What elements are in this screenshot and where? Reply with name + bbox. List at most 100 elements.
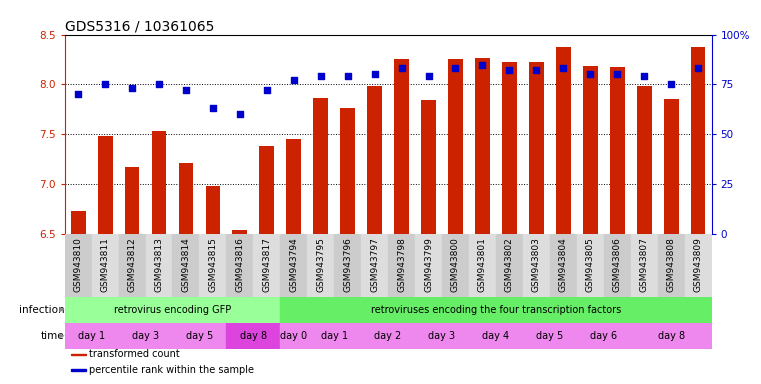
Bar	[577, 323, 631, 349]
Text: day 6: day 6	[591, 331, 617, 341]
Bar	[65, 234, 91, 296]
Point	[314, 73, 326, 79]
Bar	[205, 186, 221, 234]
Text: GSM943802: GSM943802	[505, 237, 514, 292]
Bar	[286, 139, 301, 234]
Point	[261, 88, 273, 94]
Bar	[280, 296, 712, 323]
Bar	[119, 323, 173, 349]
Text: day 3: day 3	[428, 331, 456, 341]
Text: day 1: day 1	[320, 331, 348, 341]
Bar	[469, 323, 523, 349]
Text: day 0: day 0	[280, 331, 307, 341]
Bar	[529, 61, 544, 234]
Bar	[119, 234, 145, 296]
Bar	[523, 323, 577, 349]
Text: GSM943812: GSM943812	[128, 237, 136, 292]
Text: GSM943800: GSM943800	[451, 237, 460, 292]
Bar	[631, 323, 712, 349]
Bar	[173, 323, 227, 349]
Bar	[475, 58, 490, 234]
Text: GSM943795: GSM943795	[317, 237, 325, 292]
Bar	[496, 234, 523, 296]
Text: day 2: day 2	[374, 331, 402, 341]
Text: retroviruses encoding the four transcription factors: retroviruses encoding the four transcrip…	[371, 305, 621, 314]
Text: day 1: day 1	[78, 331, 105, 341]
Bar	[603, 234, 631, 296]
Point	[72, 91, 84, 98]
Bar	[442, 234, 469, 296]
Bar	[388, 234, 415, 296]
Text: day 5: day 5	[186, 331, 213, 341]
Bar	[685, 234, 712, 296]
Text: GSM943801: GSM943801	[478, 237, 487, 292]
Point	[288, 78, 300, 84]
Point	[692, 65, 704, 71]
Text: GSM943817: GSM943817	[263, 237, 272, 292]
Bar	[253, 234, 280, 296]
Text: GSM943811: GSM943811	[100, 237, 110, 292]
Bar	[394, 58, 409, 234]
Bar	[280, 234, 307, 296]
Bar	[72, 369, 86, 371]
Text: transformed count: transformed count	[88, 349, 180, 359]
Text: GSM943798: GSM943798	[397, 237, 406, 292]
Text: GSM943813: GSM943813	[154, 237, 164, 292]
Bar	[65, 323, 119, 349]
Point	[368, 71, 380, 78]
Text: GSM943805: GSM943805	[586, 237, 595, 292]
Text: day 4: day 4	[482, 331, 509, 341]
Point	[396, 65, 408, 71]
Bar	[307, 234, 334, 296]
Bar	[145, 234, 173, 296]
Bar	[227, 234, 253, 296]
Point	[611, 71, 623, 78]
Bar	[502, 61, 517, 234]
Bar	[179, 163, 193, 234]
Text: GSM943808: GSM943808	[667, 237, 676, 292]
Point	[342, 73, 354, 79]
Text: time: time	[40, 331, 64, 341]
Text: day 8: day 8	[658, 331, 685, 341]
Bar	[340, 108, 355, 234]
Text: retrovirus encoding GFP: retrovirus encoding GFP	[114, 305, 231, 314]
Point	[234, 111, 246, 118]
Bar	[631, 234, 658, 296]
Bar	[448, 58, 463, 234]
Bar	[658, 234, 685, 296]
Text: GSM943799: GSM943799	[424, 237, 433, 292]
Bar	[361, 323, 415, 349]
Text: GSM943803: GSM943803	[532, 237, 541, 292]
Bar	[691, 46, 705, 234]
Point	[584, 71, 597, 78]
Text: infection: infection	[18, 305, 64, 314]
Bar	[523, 234, 550, 296]
Bar	[72, 354, 86, 355]
Bar	[577, 234, 603, 296]
Bar	[307, 323, 361, 349]
Bar	[173, 234, 199, 296]
Text: GSM943804: GSM943804	[559, 237, 568, 292]
Text: GSM943815: GSM943815	[209, 237, 218, 292]
Text: GSM943806: GSM943806	[613, 237, 622, 292]
Text: GSM943797: GSM943797	[370, 237, 379, 292]
Bar	[550, 234, 577, 296]
Bar	[151, 131, 167, 234]
Text: GDS5316 / 10361065: GDS5316 / 10361065	[65, 20, 214, 33]
Bar	[125, 167, 139, 234]
Text: day 5: day 5	[537, 331, 563, 341]
Bar	[421, 101, 436, 234]
Point	[126, 85, 139, 91]
Text: GSM943796: GSM943796	[343, 237, 352, 292]
Bar	[415, 323, 469, 349]
Point	[503, 68, 515, 74]
Bar	[227, 323, 280, 349]
Bar	[199, 234, 227, 296]
Text: day 8: day 8	[240, 331, 267, 341]
Point	[638, 73, 650, 79]
Text: GSM943816: GSM943816	[235, 237, 244, 292]
Text: GSM943810: GSM943810	[74, 237, 83, 292]
Point	[557, 65, 569, 71]
Text: day 3: day 3	[132, 331, 159, 341]
Bar	[232, 230, 247, 234]
